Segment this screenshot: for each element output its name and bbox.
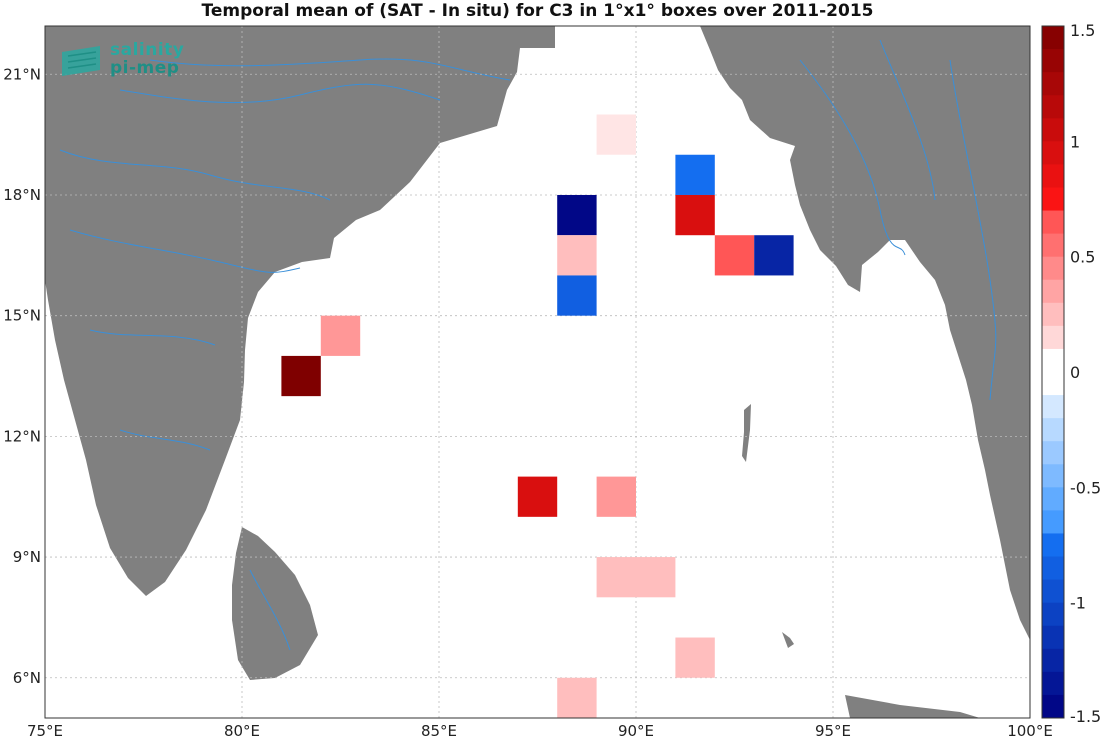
data-cell [596,114,636,155]
data-cell [596,476,636,517]
y-tick-label: 9°N [13,548,41,566]
colorbar-segment [1042,302,1064,327]
colorbar-tick-label: -1 [1070,594,1086,613]
colorbar-segment [1042,648,1064,673]
grid-lines [45,26,1030,718]
colorbar-segment [1042,210,1064,235]
colorbar-tick-label: 0.5 [1070,248,1095,267]
colorbar-segment [1042,395,1064,419]
data-cell [596,557,636,598]
colorbar-segment [1042,579,1064,604]
data-cell [714,235,755,276]
colorbar-segment [1042,441,1064,465]
logo-line2: pi-mep [110,58,180,78]
data-cell [675,154,715,195]
colorbar-segment [1042,372,1064,396]
colorbar-segment [1042,26,1064,50]
colorbar-segment [1042,348,1064,373]
plot-frame [44,25,1031,719]
logo-mark-icon [62,46,100,76]
colorbar-tick-label: 0 [1070,363,1080,382]
colorbar-segment [1042,72,1064,96]
y-tick-label: 12°N [3,427,41,445]
data-cell [281,355,321,397]
data-cell [754,235,794,276]
chart-title: Temporal mean of (SAT - In situ) for C3 … [201,1,874,21]
y-tick-label: 15°N [3,307,41,325]
india-landmass [45,26,555,596]
colorbar-segment [1042,694,1064,719]
x-tick-label: 85°E [421,722,457,740]
andaman-island [742,404,751,462]
logo-line1: salinity [110,40,185,60]
data-cell [557,677,597,718]
colorbar-segment [1042,233,1064,258]
data-cell [517,476,558,517]
data-cell [557,275,597,316]
colorbar-segment [1042,164,1064,188]
colorbar-segment [1042,533,1064,558]
y-tick-label: 6°N [13,669,41,687]
y-tick-label: 18°N [3,186,41,204]
colorbar-segment [1042,464,1064,488]
x-tick-label: 100°E [1007,722,1053,740]
colorbar-segment [1042,325,1064,350]
x-axis-ticks: 75°E 80°E 85°E 90°E 95°E 100°E [27,722,1053,740]
colorbar-segment [1042,118,1064,142]
colorbar-frame [1041,25,1065,719]
colorbar-segment [1042,49,1064,73]
colorbar-segment [1042,510,1064,534]
data-cell [557,194,597,236]
x-tick-label: 95°E [815,722,851,740]
x-tick-label: 75°E [27,722,63,740]
data-cells [281,114,794,718]
data-cell [675,637,715,678]
colorbar-segment [1042,487,1064,511]
colorbar-segment [1042,625,1064,650]
colorbar-segment [1042,141,1064,165]
colorbar-segment [1042,418,1064,442]
colorbar-segment [1042,187,1064,212]
data-cell [636,557,676,598]
colorbar-segment [1042,671,1064,696]
myanmar-landmass [700,26,1030,640]
data-cell [320,315,361,356]
colorbar-tick-label: -0.5 [1070,478,1101,497]
x-tick-label: 90°E [618,722,654,740]
data-cell [675,194,715,236]
sri-lanka-landmass [232,527,318,680]
y-axis-ticks: 6°N 9°N 12°N 15°N 18°N 21°N [3,65,41,686]
colorbar-segment [1042,556,1064,581]
colorbar: 1.5 1 0.5 0 -0.5 -1 -1.5 [1041,21,1101,726]
colorbar-tick-label: -1.5 [1070,707,1101,726]
data-cell [557,235,597,276]
sumatra-landmass [845,695,980,718]
nicobar-island [782,632,794,648]
y-tick-label: 21°N [3,65,41,83]
land-masses [45,26,1030,718]
colorbar-tick-label: 1.5 [1070,21,1095,40]
x-tick-label: 80°E [224,722,260,740]
colorbar-segment [1042,95,1064,119]
colorbar-segment [1042,256,1064,281]
colorbar-tick-label: 1 [1070,132,1080,151]
salinity-pimep-logo: salinity pi-mep [60,40,200,84]
colorbar-segment [1042,279,1064,304]
rivers [59,39,997,651]
colorbar-segment [1042,602,1064,627]
